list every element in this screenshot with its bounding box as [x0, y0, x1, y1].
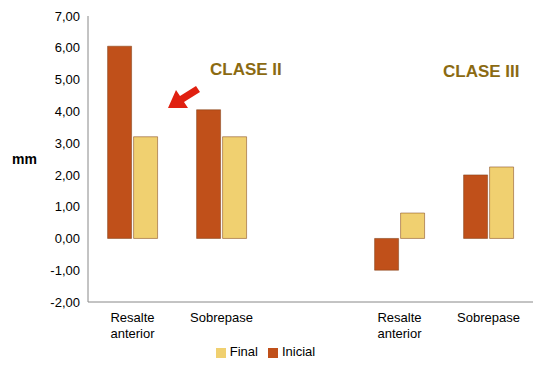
svg-text:1,00: 1,00 — [55, 199, 80, 214]
svg-text:7,00: 7,00 — [55, 9, 80, 24]
svg-text:-2,00: -2,00 — [50, 295, 80, 310]
svg-text:3,00: 3,00 — [55, 136, 80, 151]
html-text:Final: Final — [229, 344, 258, 359]
svg-text:Resalteanterior: Resalteanterior — [110, 310, 155, 341]
html-text:CLASE II: CLASE II — [210, 60, 282, 79]
svg-text:2,00: 2,00 — [55, 168, 80, 183]
html-text:CLASE III: CLASE III — [443, 62, 520, 81]
html-text:Inicial: Inicial — [282, 344, 316, 359]
svg-text:0,00: 0,00 — [55, 231, 80, 246]
svg-text:4,00: 4,00 — [55, 104, 80, 119]
svg-text:mm: mm — [12, 151, 37, 167]
svg-text:5,00: 5,00 — [55, 72, 80, 87]
svg-text:-1,00: -1,00 — [50, 263, 80, 278]
svg-text:Resalteanterior: Resalteanterior — [377, 310, 422, 341]
svg-text:6,00: 6,00 — [55, 40, 80, 55]
svg-text:Sobrepase: Sobrepase — [190, 310, 253, 325]
svg-text:Sobrepase: Sobrepase — [457, 310, 520, 325]
